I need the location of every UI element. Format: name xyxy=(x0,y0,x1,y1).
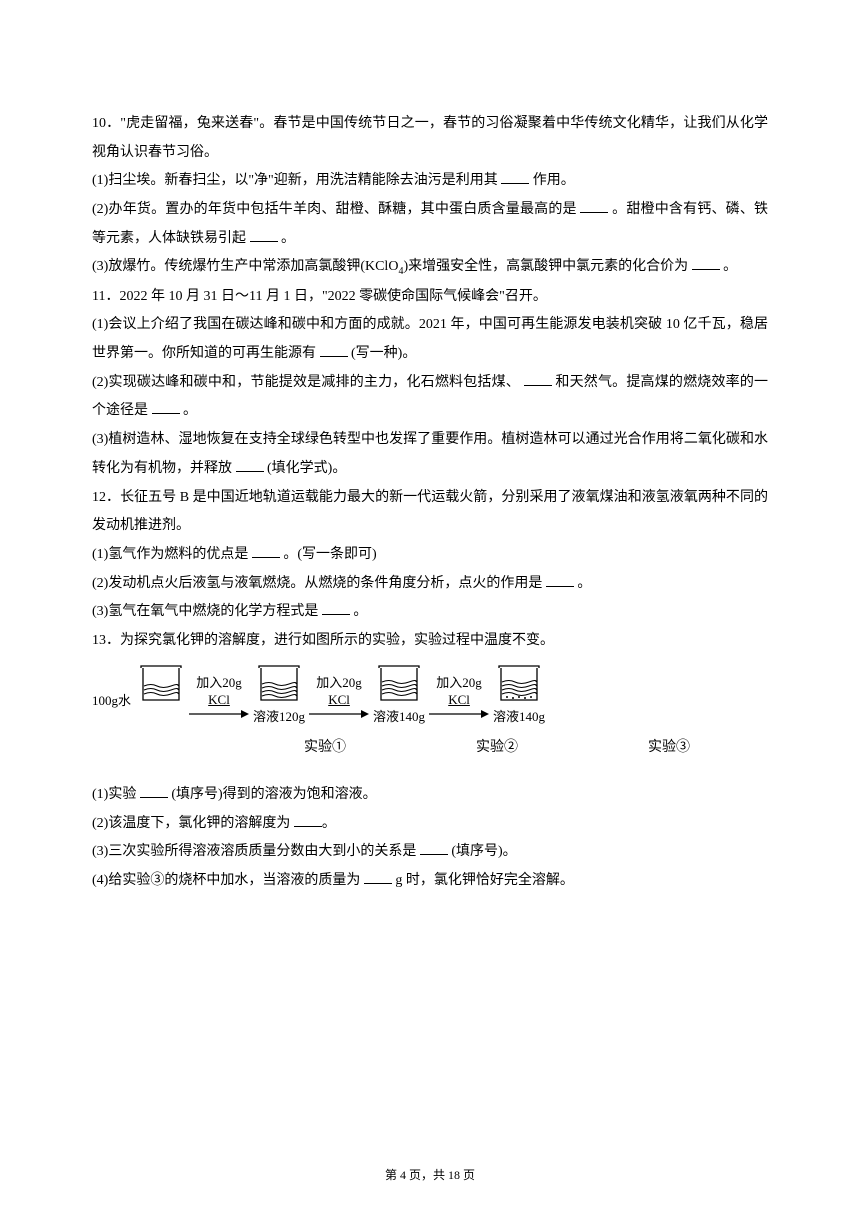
beaker-3: 溶液140g xyxy=(493,664,545,731)
arrow-1: 加入20g KCl xyxy=(189,675,249,719)
blank xyxy=(252,544,280,558)
q13-part3: (3)三次实验所得溶液溶质质量分数由大到小的关系是 (填序号)。 xyxy=(92,838,768,867)
q13-part1: (1)实验 (填序号)得到的溶液为饱和溶液。 xyxy=(92,781,768,810)
arrow-2: 加入20g KCl xyxy=(309,675,369,719)
exp-label-1: 实验① xyxy=(304,734,346,763)
q10-number: 10． xyxy=(92,116,120,131)
diagram-left-label: 100g水 xyxy=(92,688,131,715)
q12-intro: 12．长征五号 B 是中国近地轨道运载能力最大的新一代运载火箭，分别采用了液氧煤… xyxy=(92,484,768,541)
blank xyxy=(364,870,392,884)
q13-part2: (2)该温度下，氯化钾的溶解度为 。 xyxy=(92,810,768,839)
blank xyxy=(236,458,264,472)
beaker-2: 溶液140g xyxy=(373,664,425,731)
beaker-icon xyxy=(255,664,303,704)
q13-intro: 13．为探究氯化钾的溶解度，进行如图所示的实验，实验过程中温度不变。 xyxy=(92,627,768,656)
blank xyxy=(250,228,278,242)
blank xyxy=(546,573,574,587)
q11-intro: 11．2022 年 10 月 31 日～11 月 1 日，"2022 零碳使命国… xyxy=(92,283,768,312)
q10-part2: (2)办年货。置办的年货中包括牛羊肉、甜橙、酥糖，其中蛋白质含量最高的是 。甜橙… xyxy=(92,196,768,253)
beaker-icon xyxy=(137,664,185,704)
blank xyxy=(580,199,608,213)
arrow-icon xyxy=(189,709,249,719)
q12-number: 12． xyxy=(92,490,120,505)
beaker-icon xyxy=(495,664,543,704)
q13-part4: (4)给实验③的烧杯中加水，当溶液的质量为 g 时，氯化钾恰好完全溶解。 xyxy=(92,867,768,896)
q11-part1: (1)会议上介绍了我国在碳达峰和碳中和方面的成就。2021 年，中国可再生能源发… xyxy=(92,311,768,368)
q11-number: 11． xyxy=(92,289,119,304)
blank xyxy=(320,343,348,357)
q12-part3: (3)氢气在氧气中燃烧的化学方程式是 。 xyxy=(92,598,768,627)
q12-part1: (1)氢气作为燃料的优点是 。(写一条即可) xyxy=(92,541,768,570)
blank xyxy=(140,784,168,798)
blank xyxy=(322,601,350,615)
arrow-3: 加入20g KCl xyxy=(429,675,489,719)
blank xyxy=(294,813,322,827)
q13-number: 13． xyxy=(92,633,120,648)
q10-part3: (3)放爆竹。传统爆竹生产中常添加高氯酸钾(KClO4)来增强安全性，高氯酸钾中… xyxy=(92,253,768,282)
blank xyxy=(524,372,552,386)
q12-part2: (2)发动机点火后液氢与液氧燃烧。从燃烧的条件角度分析，点火的作用是 。 xyxy=(92,570,768,599)
q10-intro: 10．"虎走留福，兔来送春"。春节是中国传统节日之一，春节的习俗凝聚着中华传统文… xyxy=(92,110,768,167)
document-body: 10．"虎走留福，兔来送春"。春节是中国传统节日之一，春节的习俗凝聚着中华传统文… xyxy=(92,110,768,896)
exp-label-2: 实验② xyxy=(476,734,518,763)
arrow-icon xyxy=(429,709,489,719)
blank xyxy=(420,841,448,855)
experiment-labels: 实验① 实验② 实验③ xyxy=(92,734,768,763)
beaker-1: 溶液120g xyxy=(253,664,305,731)
exp-label-3: 实验③ xyxy=(648,734,690,763)
q11-part3: (3)植树造林、湿地恢复在支持全球绿色转型中也发挥了重要作用。植树造林可以通过光… xyxy=(92,426,768,483)
blank xyxy=(501,170,529,184)
experiment-diagram: 100g水 加入20g KCl 溶液120g xyxy=(92,664,768,731)
page-footer: 第 4 页，共 18 页 xyxy=(0,1163,860,1188)
beaker-icon xyxy=(375,664,423,704)
arrow-icon xyxy=(309,709,369,719)
blank xyxy=(692,256,720,270)
q10-part1: (1)扫尘埃。新春扫尘，以"净"迎新，用洗洁精能除去油污是利用其 作用。 xyxy=(92,167,768,196)
blank xyxy=(152,400,180,414)
q11-part2: (2)实现碳达峰和碳中和，节能提效是减排的主力，化石燃料包括煤、 和天然气。提高… xyxy=(92,369,768,426)
beaker-0 xyxy=(137,664,185,731)
